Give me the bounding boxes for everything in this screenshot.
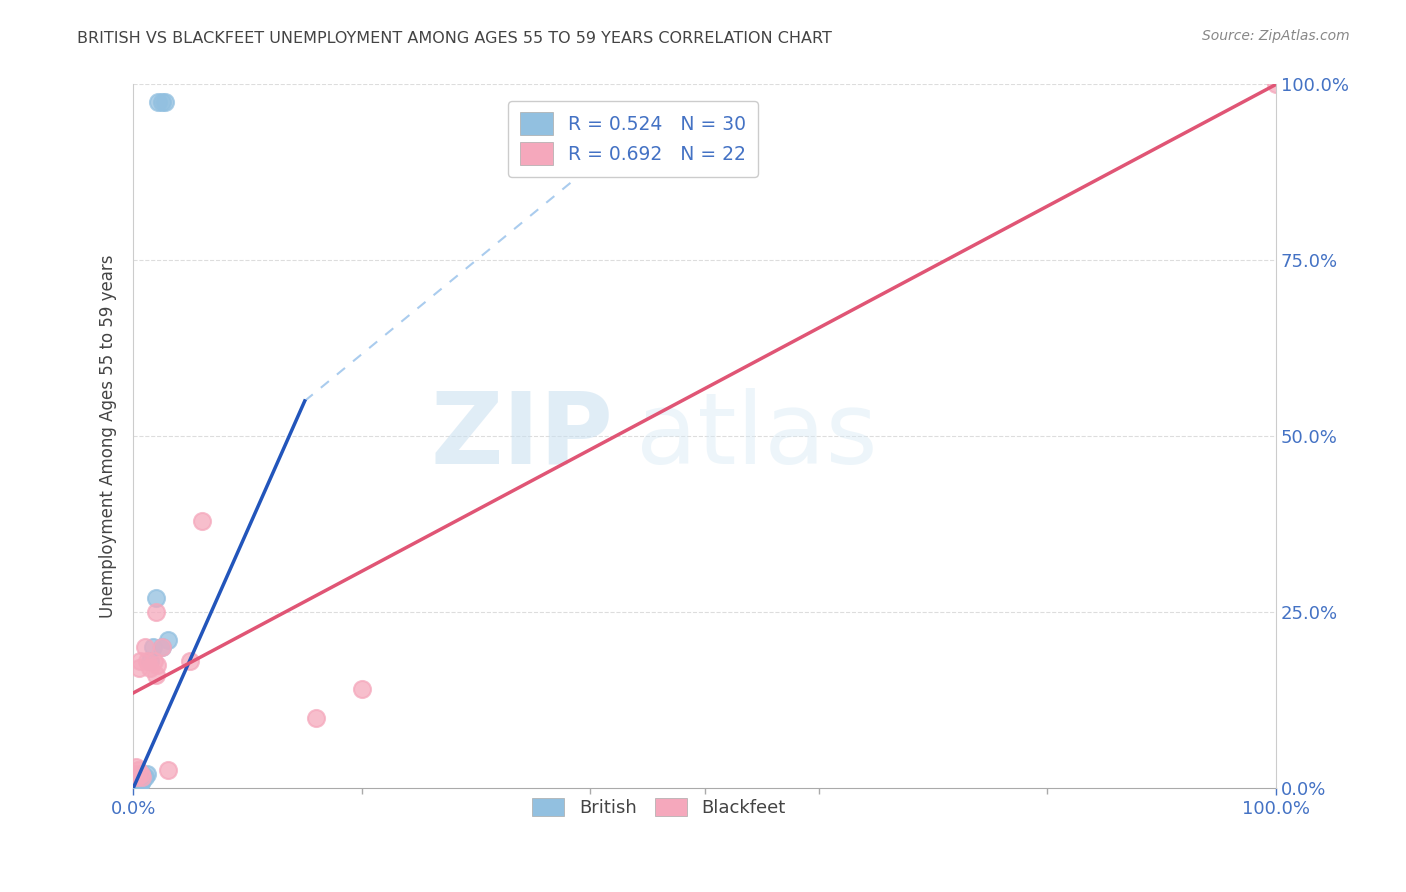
Point — [127, 775, 149, 789]
Text: BRITISH VS BLACKFEET UNEMPLOYMENT AMONG AGES 55 TO 59 YEARS CORRELATION CHART: BRITISH VS BLACKFEET UNEMPLOYMENT AMONG … — [77, 31, 832, 46]
Point — [350, 682, 373, 697]
Point — [1265, 78, 1288, 92]
Point — [136, 766, 159, 780]
Point — [145, 591, 167, 605]
Point — [124, 780, 146, 794]
Point — [124, 777, 146, 791]
Point — [128, 772, 150, 786]
Point — [124, 775, 146, 789]
Point — [139, 654, 162, 668]
Point — [150, 640, 173, 655]
Point — [127, 764, 149, 778]
Point — [155, 95, 177, 109]
Point — [131, 770, 153, 784]
Point — [156, 633, 179, 648]
Point — [142, 654, 165, 668]
Point — [146, 657, 169, 672]
Point — [127, 772, 149, 787]
Text: ZIP: ZIP — [430, 388, 613, 484]
Text: Source: ZipAtlas.com: Source: ZipAtlas.com — [1202, 29, 1350, 43]
Point — [125, 770, 148, 784]
Point — [125, 779, 148, 793]
Point — [136, 654, 159, 668]
Point — [134, 640, 156, 655]
Point — [124, 760, 146, 774]
Point — [127, 777, 149, 791]
Point — [124, 766, 146, 780]
Point — [125, 777, 148, 791]
Point — [128, 775, 150, 789]
Point — [128, 661, 150, 675]
Point — [134, 770, 156, 784]
Point — [128, 778, 150, 792]
Legend: British, Blackfeet: British, Blackfeet — [524, 791, 793, 824]
Point — [131, 770, 153, 784]
Point — [131, 773, 153, 788]
Point — [124, 780, 146, 794]
Point — [124, 778, 146, 792]
Point — [125, 773, 148, 788]
Point — [129, 777, 152, 791]
Point — [142, 640, 165, 655]
Point — [156, 764, 179, 778]
Y-axis label: Unemployment Among Ages 55 to 59 years: Unemployment Among Ages 55 to 59 years — [100, 254, 117, 618]
Point — [191, 514, 214, 528]
Point — [150, 640, 173, 655]
Point — [131, 766, 153, 780]
Point — [129, 654, 152, 668]
Point — [148, 95, 170, 109]
Point — [179, 654, 201, 668]
Point — [131, 766, 153, 780]
Point — [150, 95, 173, 109]
Point — [139, 661, 162, 675]
Text: atlas: atlas — [636, 388, 877, 484]
Point — [131, 775, 153, 789]
Point — [145, 668, 167, 682]
Point — [145, 605, 167, 619]
Point — [129, 773, 152, 788]
Point — [305, 710, 328, 724]
